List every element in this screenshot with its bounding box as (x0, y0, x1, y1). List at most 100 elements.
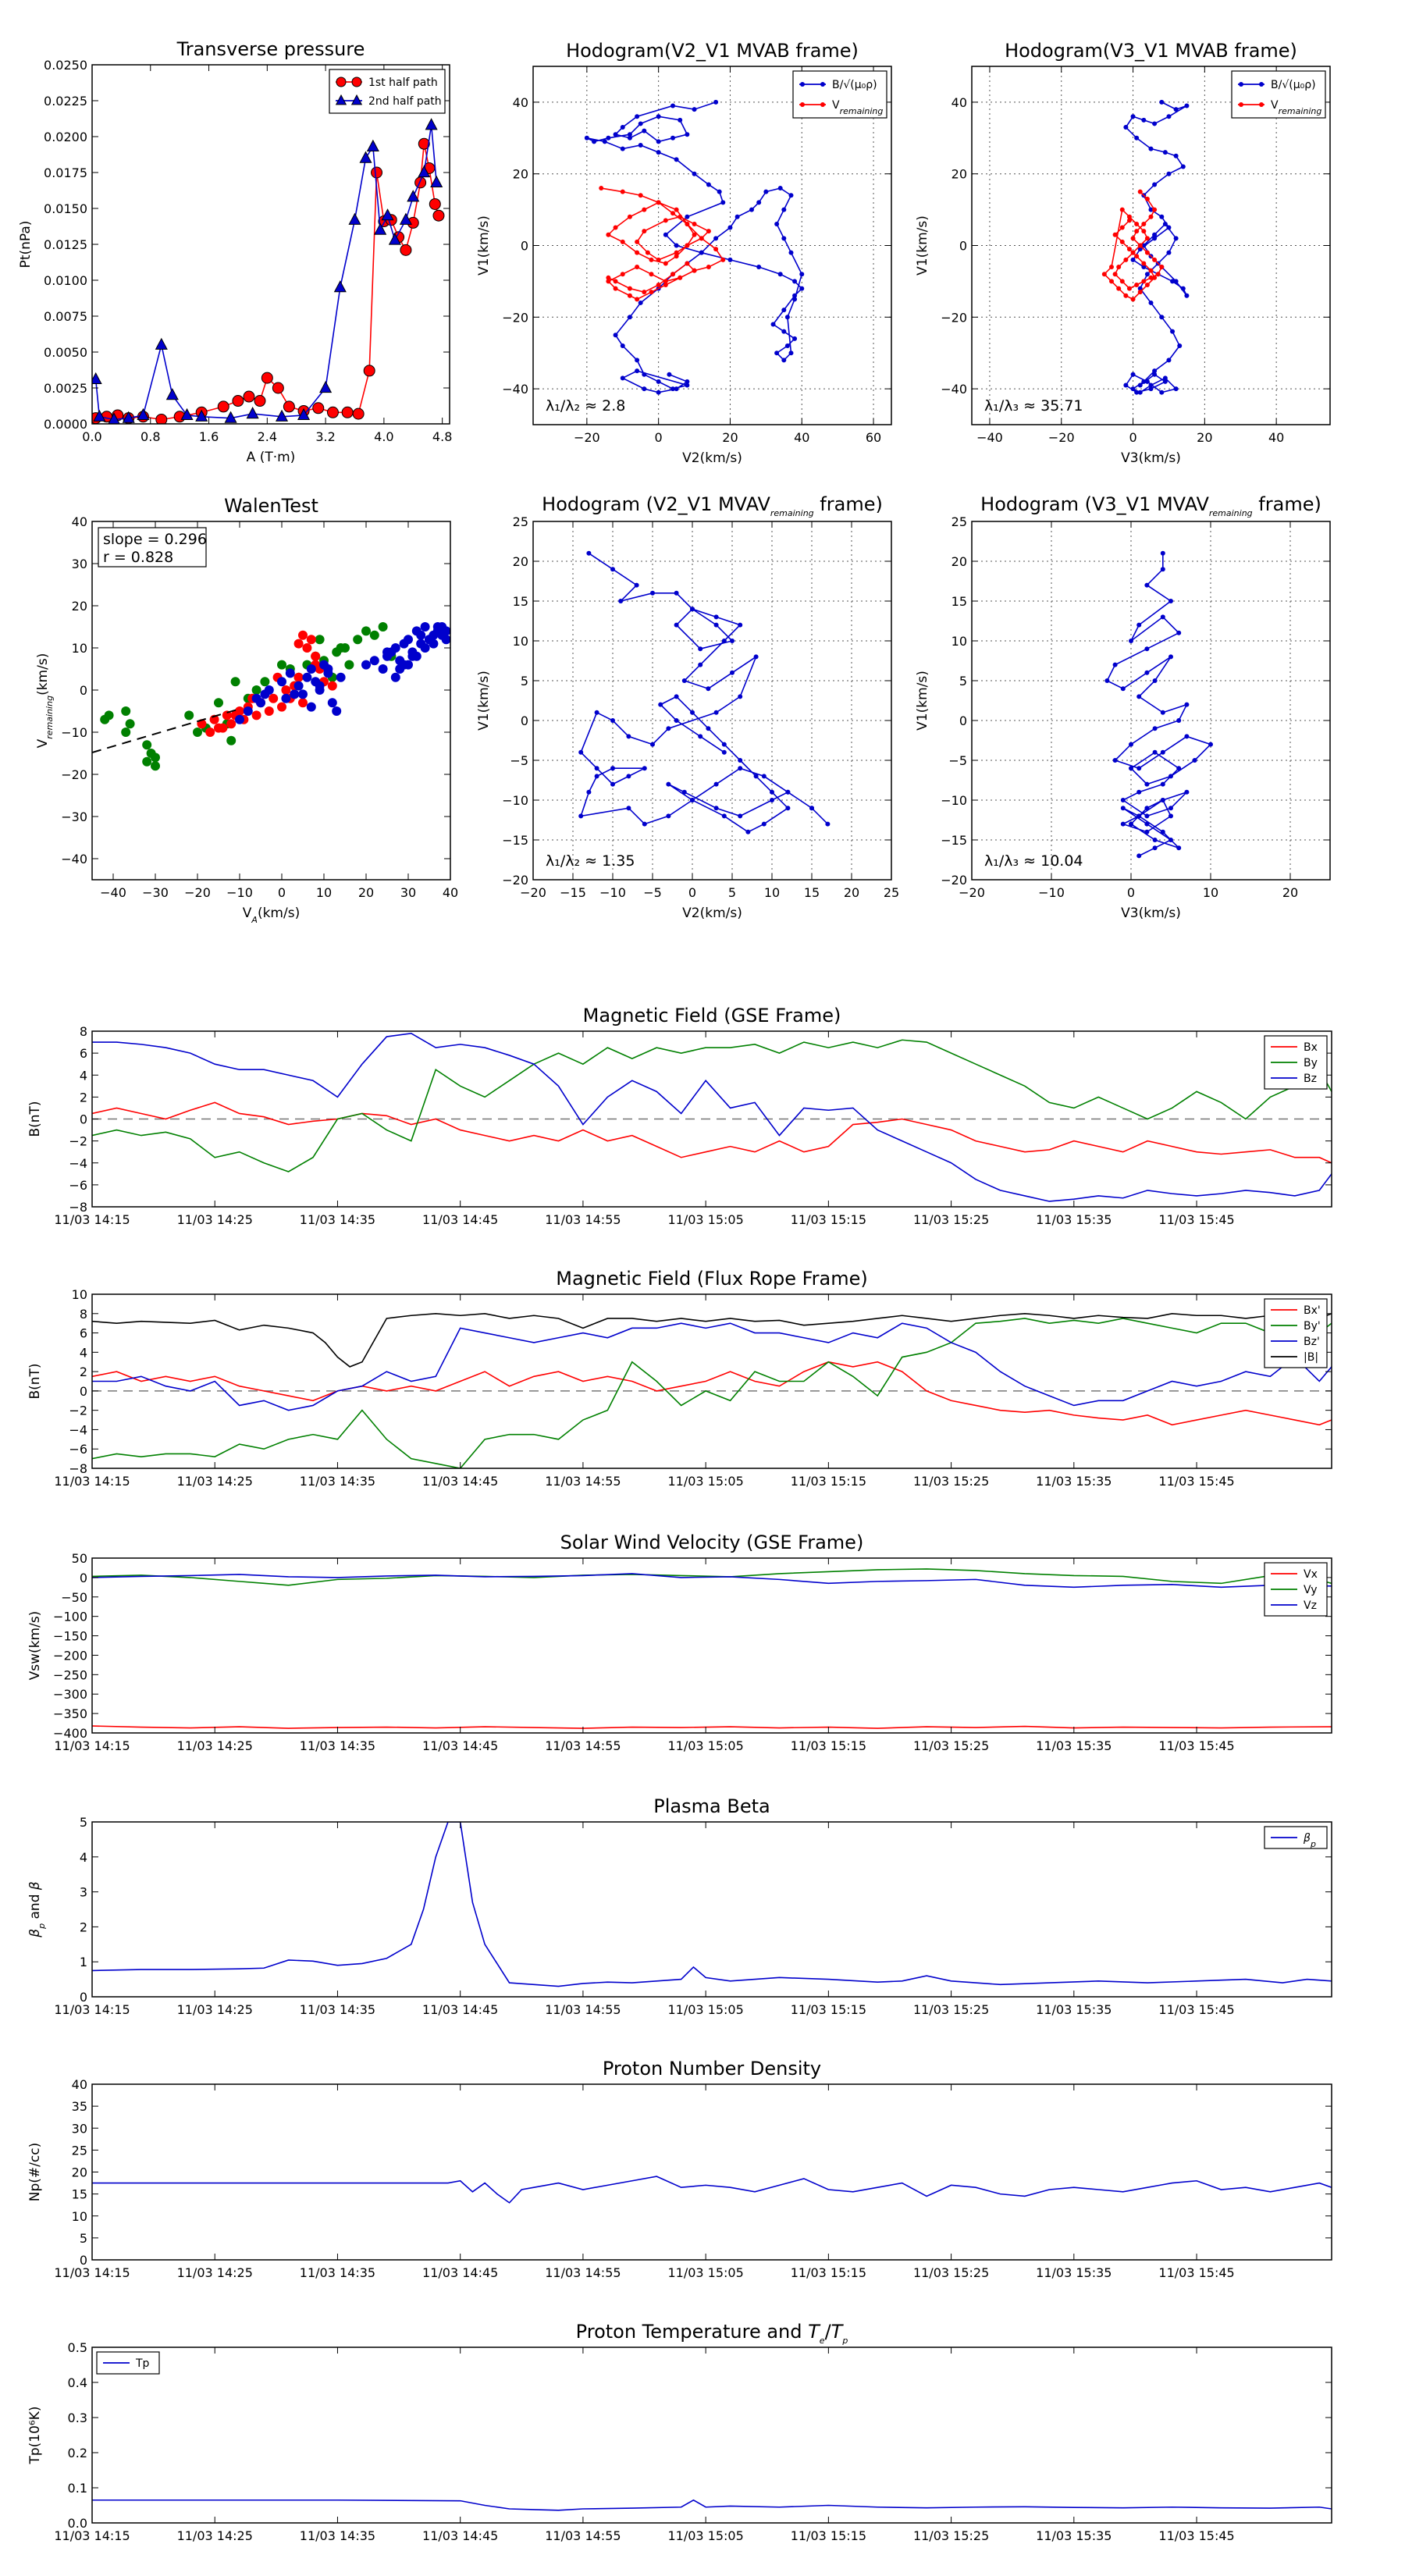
data-point (674, 157, 679, 162)
chart-title: Plasma Beta (653, 1795, 770, 1817)
data-point (642, 229, 647, 234)
legend-box (329, 69, 446, 114)
data-point (1120, 798, 1126, 802)
x-tick-label: 11/03 15:45 (1158, 1212, 1234, 1227)
data-point (319, 380, 333, 393)
data-point (165, 388, 179, 400)
data-point (674, 622, 679, 628)
y-tick-label: 0.0225 (44, 94, 87, 109)
data-point (1159, 214, 1165, 219)
legend: B/√(μ₀ρ) Vremaining (792, 70, 887, 119)
data-point (1144, 196, 1150, 201)
data-point (1144, 781, 1150, 787)
y-tick-label: 10 (72, 1287, 87, 1302)
y-axis-label: V1(km/s) (476, 671, 492, 731)
x-tick-label: 11/03 15:15 (791, 1738, 866, 1753)
data-point (352, 407, 365, 420)
x-tick-label: 11/03 14:25 (177, 2002, 253, 2017)
legend-label: B/√(μ₀ρ) (832, 79, 877, 91)
chart-bgse: 11/03 14:15 11/03 14:25 11/03 14:35 11/03 1… (27, 1005, 1332, 1227)
y-tick-label: 10 (951, 634, 967, 649)
y-tick-label: 2 (80, 1090, 87, 1105)
data-point (298, 689, 308, 699)
data-point (1134, 390, 1140, 395)
legend-label: Vremaining (832, 99, 883, 116)
legend-label: Tp (135, 2357, 150, 2370)
data-point (649, 257, 654, 262)
data-point (674, 386, 679, 392)
data-point (327, 698, 337, 708)
legend-marker (1259, 82, 1264, 87)
data-point (1129, 742, 1133, 747)
data-point (1152, 845, 1158, 851)
x-tick-label: 11/03 15:25 (913, 1474, 989, 1489)
data-point (399, 212, 412, 225)
data-point (1126, 247, 1132, 252)
data-point (151, 753, 160, 763)
x-tick-label: 11/03 14:45 (422, 1212, 498, 1227)
y-axis-label: V1(km/s) (915, 215, 930, 276)
x-tick-label: 4.0 (374, 429, 393, 444)
y-tick-label: −20 (502, 310, 528, 325)
data-point (1144, 821, 1150, 827)
data-point (627, 214, 632, 219)
data-point (416, 630, 426, 640)
chart-title: Proton Temperature and Te/Tp (576, 2321, 848, 2346)
data-point (260, 677, 270, 687)
data-point (1144, 282, 1150, 287)
data-point (735, 214, 740, 219)
data-point (586, 550, 592, 556)
data-point (1130, 297, 1136, 302)
data-point (584, 135, 589, 141)
y-tick-label: 0 (521, 239, 528, 254)
data-point (390, 643, 400, 653)
y-tick-label: 8 (80, 1024, 87, 1039)
data-point (656, 257, 661, 262)
data-point (620, 375, 625, 381)
legend-marker (800, 82, 805, 87)
data-point (1168, 774, 1173, 779)
y-tick-label: 0.0025 (44, 381, 87, 396)
data-point (1168, 838, 1173, 842)
legend-marker (1239, 102, 1243, 107)
data-point (1160, 749, 1165, 755)
x-tick-label: 40 (1268, 430, 1284, 445)
data-point (1119, 279, 1125, 284)
y-tick-label: 10 (513, 634, 528, 649)
data-point (1141, 117, 1147, 123)
y-tick-label: 5 (80, 1815, 87, 1830)
data-point (685, 382, 690, 388)
x-tick-label: 11/03 15:35 (1036, 1212, 1112, 1227)
data-point (404, 635, 413, 645)
data-point (690, 607, 695, 612)
data-point (713, 622, 719, 628)
data-point (642, 821, 647, 827)
y-tick-label: −200 (53, 1648, 87, 1663)
chart-bflux: 11/03 14:15 11/03 14:25 11/03 14:35 11/03 1… (27, 1268, 1332, 1489)
data-point (799, 272, 805, 277)
data-point (685, 221, 690, 226)
data-point (1152, 749, 1158, 755)
data-point (674, 718, 679, 723)
data-point (578, 749, 584, 755)
y-tick-label: 0.0075 (44, 309, 87, 324)
data-point (1144, 250, 1150, 255)
data-point (1152, 726, 1158, 731)
data-point (1148, 382, 1154, 388)
data-point (753, 654, 759, 660)
legend-marker (351, 76, 362, 87)
legend-marker (820, 102, 825, 107)
data-point (650, 590, 655, 596)
data-point (642, 766, 647, 771)
x-tick-label: 40 (443, 885, 458, 900)
data-point (1152, 372, 1158, 377)
data-point (1173, 236, 1179, 241)
chart-title: Hodogram(V3_V1 MVAB frame) (1005, 40, 1297, 62)
data-point (1176, 630, 1182, 635)
y-tick-label: 4 (80, 1345, 87, 1360)
data-point (666, 781, 671, 787)
x-tick-label: 11/03 15:05 (667, 2528, 743, 2543)
data-point (232, 395, 244, 407)
data-point (1160, 550, 1165, 556)
